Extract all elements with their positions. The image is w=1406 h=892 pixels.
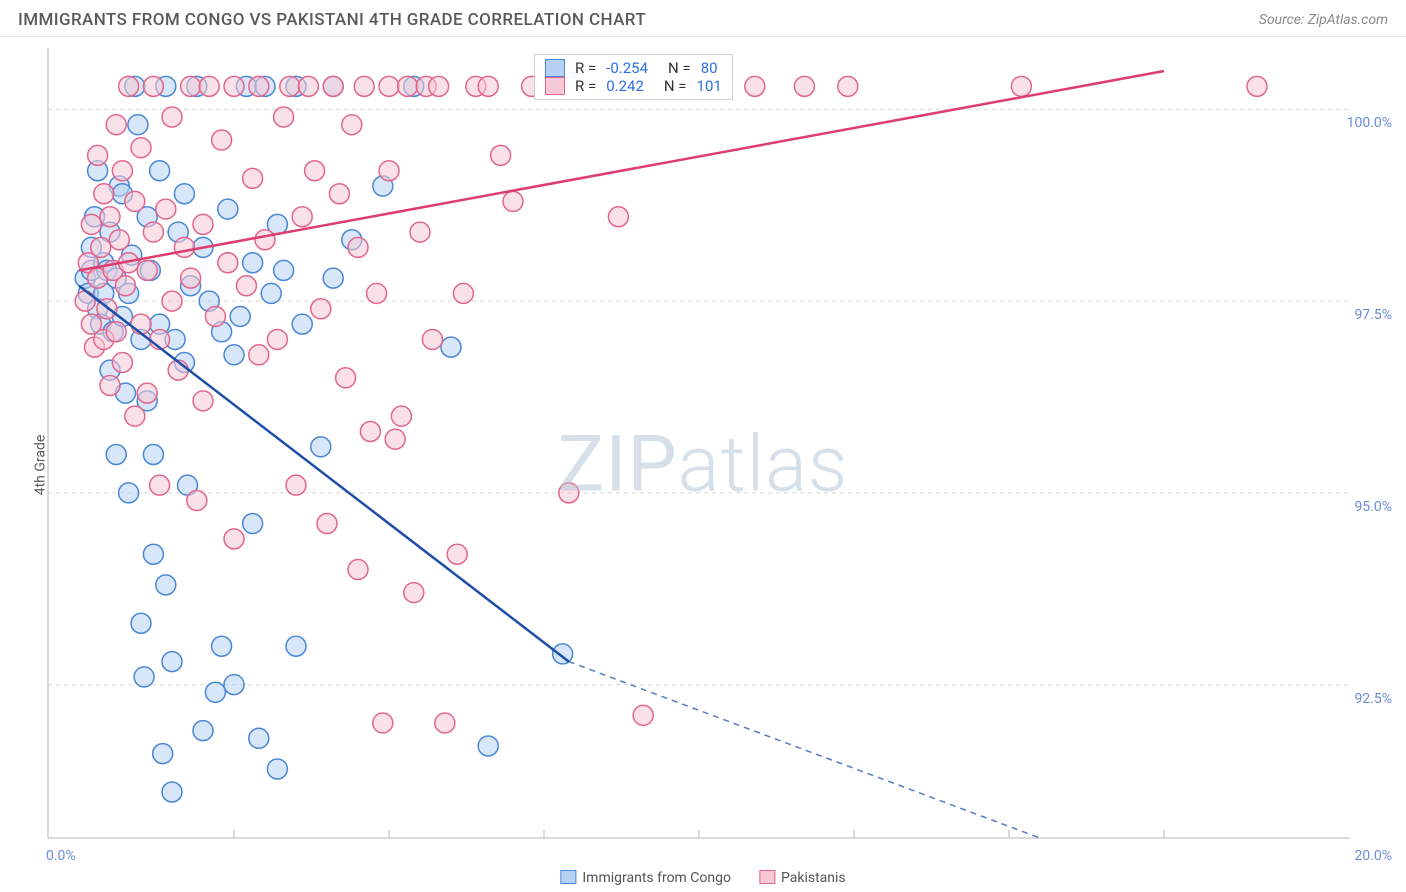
legend-item: Immigrants from Congo bbox=[560, 870, 731, 886]
r-value: 0.242 bbox=[606, 77, 644, 95]
n-label: N = bbox=[668, 59, 691, 77]
n-value: 101 bbox=[697, 77, 722, 95]
chart-title: IMMIGRANTS FROM CONGO VS PAKISTANI 4TH G… bbox=[18, 10, 646, 30]
stats-row: R = -0.254 N = 80 bbox=[545, 59, 722, 77]
n-value: 80 bbox=[701, 59, 718, 77]
y-axis-label: 4th Grade bbox=[32, 435, 48, 496]
x-tick-label: 0.0% bbox=[46, 848, 76, 864]
scatter-plot bbox=[0, 38, 1406, 892]
legend-label: Pakistanis bbox=[781, 870, 846, 886]
y-tick-label: 97.5% bbox=[1354, 307, 1392, 323]
stats-row: R = 0.242 N = 101 bbox=[545, 77, 722, 95]
y-tick-label: 95.0% bbox=[1354, 499, 1392, 515]
legend-item: Pakistanis bbox=[759, 870, 846, 886]
r-label: R = bbox=[575, 77, 596, 95]
legend-label: Immigrants from Congo bbox=[582, 870, 731, 886]
r-label: R = bbox=[575, 59, 596, 77]
legend-swatch bbox=[545, 77, 565, 95]
legend-swatch bbox=[560, 870, 576, 884]
y-tick-label: 92.5% bbox=[1354, 691, 1392, 707]
legend-swatch bbox=[545, 59, 565, 77]
chart-source: Source: ZipAtlas.com bbox=[1259, 12, 1388, 28]
chart-area: 4th Grade ZIPatlas R =-0.254N =80R =0.24… bbox=[0, 38, 1406, 892]
x-tick-label: 20.0% bbox=[1354, 848, 1392, 864]
y-tick-label: 100.0% bbox=[1347, 115, 1392, 131]
legend-swatch bbox=[759, 870, 775, 884]
r-value: -0.254 bbox=[606, 59, 648, 77]
chart-header: IMMIGRANTS FROM CONGO VS PAKISTANI 4TH G… bbox=[0, 0, 1406, 37]
legend-bottom: Immigrants from Congo Pakistanis bbox=[560, 870, 845, 886]
stats-legend-box: R = -0.254 N = 80 R = 0.242 N = 101 bbox=[534, 54, 733, 100]
n-label: N = bbox=[664, 77, 687, 95]
